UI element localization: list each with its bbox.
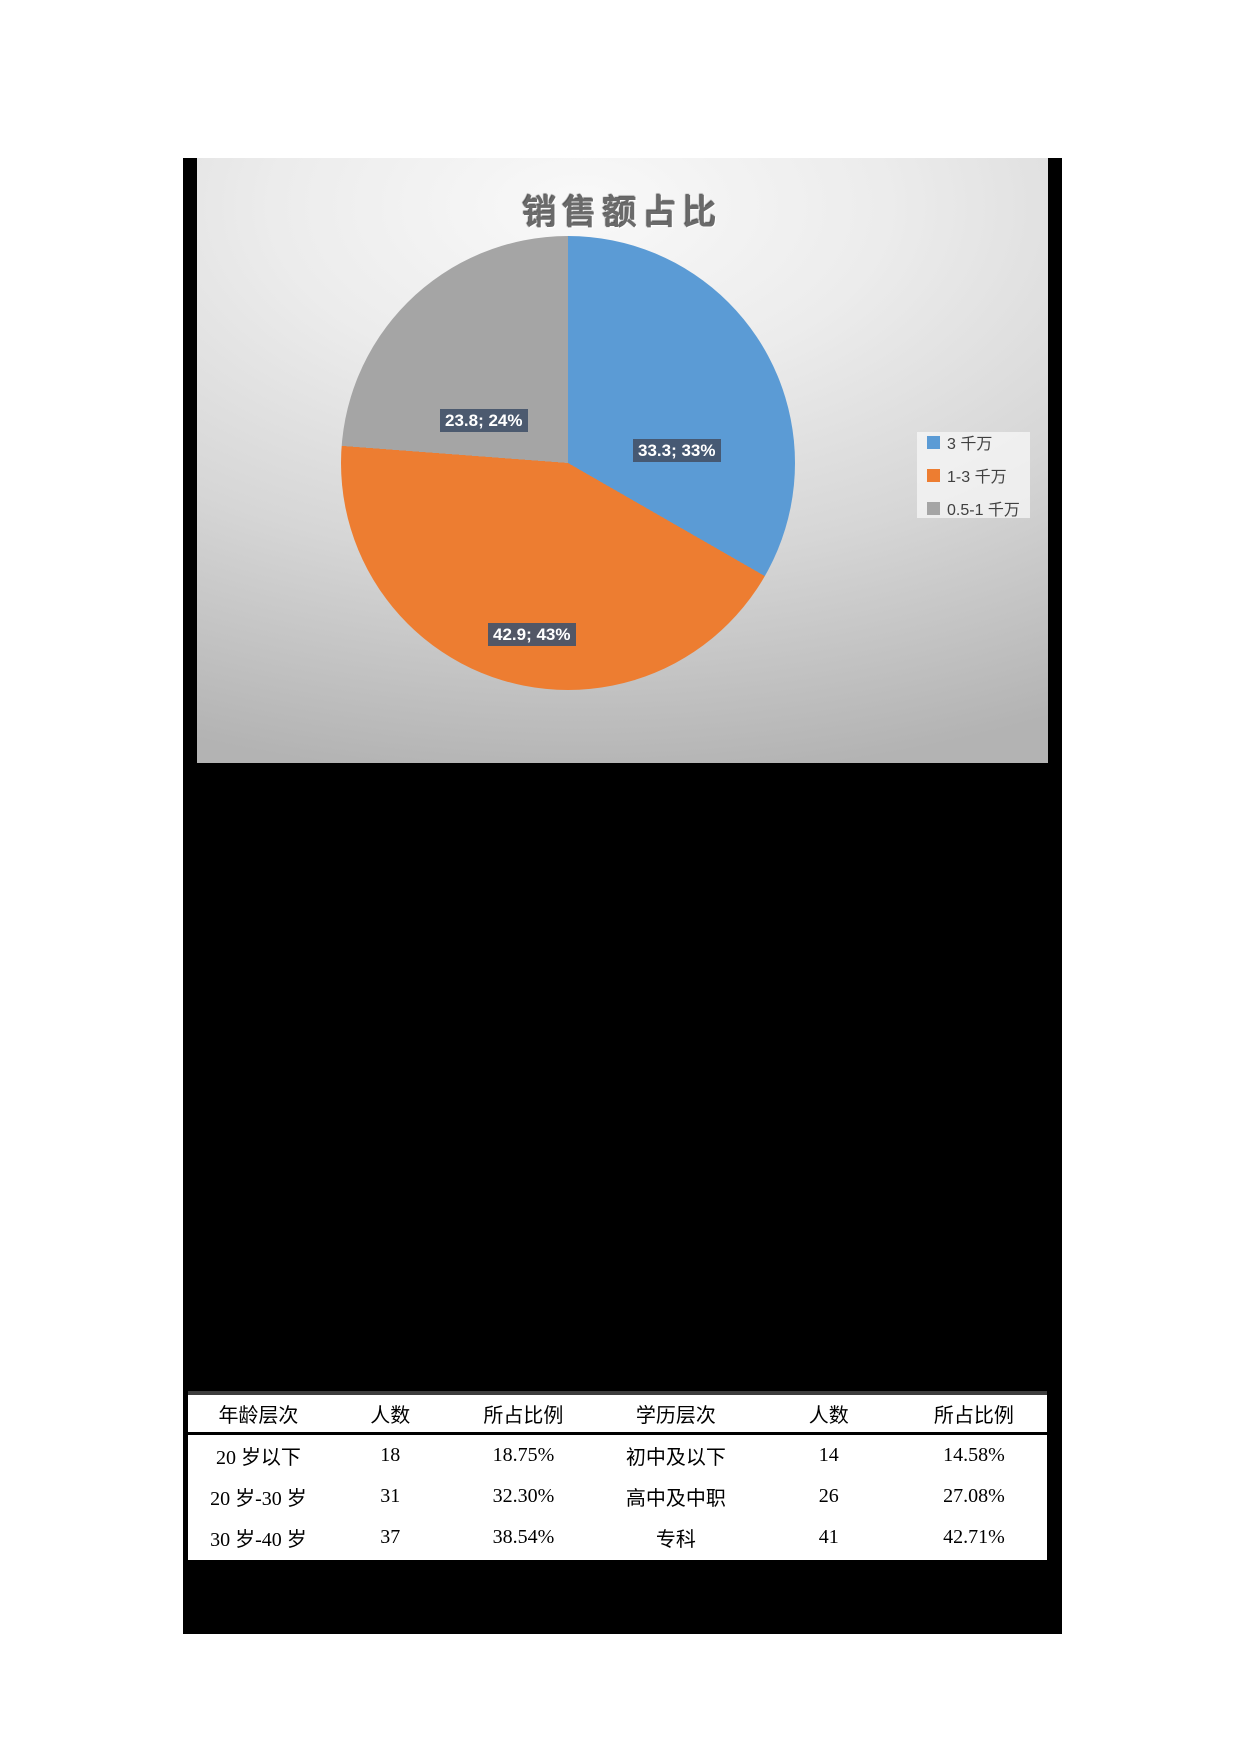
table-cell: 30 岁-40 岁: [210, 1529, 307, 1551]
pie-chart: [341, 236, 795, 690]
pie-data-label-orange: 42.9; 43%: [488, 623, 576, 646]
black-content-block: 销售额占比 33.3; 33% 42.9; 43% 23.8; 24% 3 千万…: [183, 158, 1062, 1634]
header-cell-ratio-2: 所占比例: [933, 1405, 1014, 1427]
table-cell: 18: [380, 1444, 401, 1466]
chart-legend: 3 千万 1-3 千万 0.5-1 千万: [917, 430, 1030, 520]
pie-data-label-blue: 33.3; 33%: [633, 439, 721, 462]
table-cell: 26: [818, 1485, 839, 1507]
legend-item: 1-3 千万: [927, 463, 1030, 487]
table-cell: 14: [818, 1444, 839, 1466]
legend-label: 3 千万: [947, 436, 993, 453]
header-cell-edu-level: 学历层次: [635, 1405, 716, 1427]
table-cell: 20 岁以下: [215, 1447, 301, 1469]
table-cell: 18.75%: [492, 1444, 555, 1466]
chart-title: 销售额占比: [522, 194, 723, 232]
table-header-row: 年龄层次 人数 所占比例 学历层次 人数 所占比例: [188, 1395, 1047, 1435]
legend-swatch-orange: [927, 468, 940, 482]
table-row: 20 岁-30 岁 31 32.30% 高中及中职 26 27.08%: [188, 1476, 1047, 1517]
table-cell: 37: [380, 1526, 401, 1548]
legend-label: 0.5-1 千万: [947, 502, 1020, 519]
table-cell: 42.71%: [943, 1526, 1005, 1548]
pie-data-label-gray: 23.8; 24%: [440, 409, 528, 432]
statistics-table: 年龄层次 人数 所占比例 学历层次 人数 所占比例 20 岁以下 18 18.7…: [188, 1391, 1047, 1560]
legend-swatch-blue: [927, 435, 940, 449]
legend-item: 3 千万: [927, 430, 1030, 454]
table-cell: 初中及以下: [625, 1447, 726, 1469]
table-cell: 20 岁-30 岁: [210, 1488, 307, 1510]
table-row: 20 岁以下 18 18.75% 初中及以下 14 14.58%: [188, 1435, 1047, 1476]
header-cell-count-1: 人数: [370, 1405, 411, 1427]
legend-swatch-gray: [927, 501, 940, 515]
table-cell: 38.54%: [492, 1526, 555, 1548]
pie-chart-area: 销售额占比 33.3; 33% 42.9; 43% 23.8; 24% 3 千万…: [197, 158, 1048, 763]
table-cell: 高中及中职: [625, 1488, 726, 1510]
header-cell-ratio-1: 所占比例: [483, 1405, 564, 1427]
table-cell: 41: [818, 1526, 839, 1548]
table-cell: 31: [380, 1485, 401, 1507]
table-cell: 专科: [655, 1529, 696, 1551]
legend-label: 1-3 千万: [947, 469, 1007, 486]
header-cell-age-level: 年龄层次: [218, 1405, 299, 1427]
table-cell: 32.30%: [492, 1485, 555, 1507]
table-cell: 14.58%: [943, 1444, 1005, 1466]
legend-item: 0.5-1 千万: [927, 496, 1030, 520]
table-cell: 27.08%: [943, 1485, 1005, 1507]
table-row: 30 岁-40 岁 37 38.54% 专科 41 42.71%: [188, 1517, 1047, 1558]
header-cell-count-2: 人数: [808, 1405, 849, 1427]
